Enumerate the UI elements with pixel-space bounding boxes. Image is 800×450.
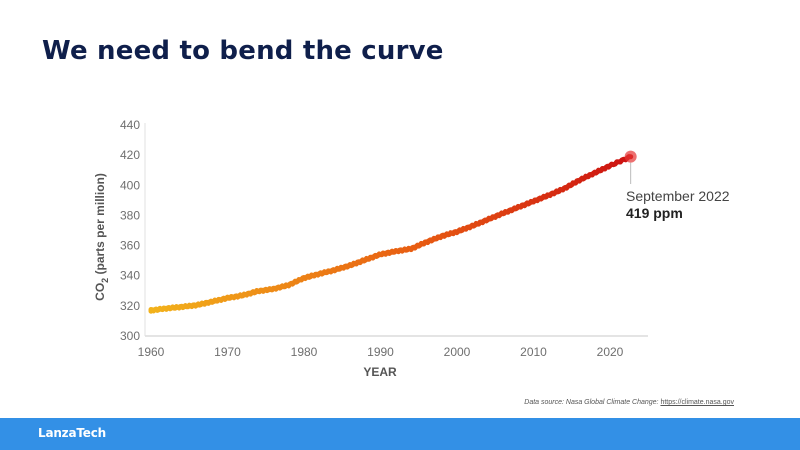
source-prefix: Data source: Nasa Global Climate Change: xyxy=(524,399,659,406)
source-link[interactable]: https://climate.nasa.gov xyxy=(660,399,734,406)
co2-series-line xyxy=(148,154,634,314)
x-axis-title: YEAR xyxy=(363,365,397,379)
x-tick-label: 1960 xyxy=(138,345,165,359)
x-tick-label: 2010 xyxy=(520,345,547,359)
x-tick-label: 1980 xyxy=(291,345,318,359)
y-axis-title: CO2 (parts per million) xyxy=(93,173,110,301)
brand-logo: LanzaTech xyxy=(38,426,106,440)
x-tick-label: 1990 xyxy=(367,345,394,359)
y-tick-label: 400 xyxy=(120,178,140,192)
endpoint-marker xyxy=(624,150,637,163)
y-tick-label: 420 xyxy=(120,148,140,162)
x-tick-label: 2020 xyxy=(597,345,624,359)
y-tick-label: 300 xyxy=(120,329,140,343)
y-tick-label: 440 xyxy=(120,118,140,132)
page-title: We need to bend the curve xyxy=(42,36,444,66)
footer-bar: LanzaTech xyxy=(0,418,800,450)
data-source-note: Data source: Nasa Global Climate Change:… xyxy=(524,399,734,406)
x-tick-label: 1970 xyxy=(214,345,241,359)
annotation-value: 419 ppm xyxy=(626,205,683,221)
y-tick-label: 380 xyxy=(120,208,140,222)
annotation-date: September 2022 xyxy=(626,188,730,204)
x-tick-label: 2000 xyxy=(444,345,471,359)
y-tick-label: 360 xyxy=(120,239,140,253)
y-tick-label: 320 xyxy=(120,299,140,313)
y-tick-label: 340 xyxy=(120,269,140,283)
